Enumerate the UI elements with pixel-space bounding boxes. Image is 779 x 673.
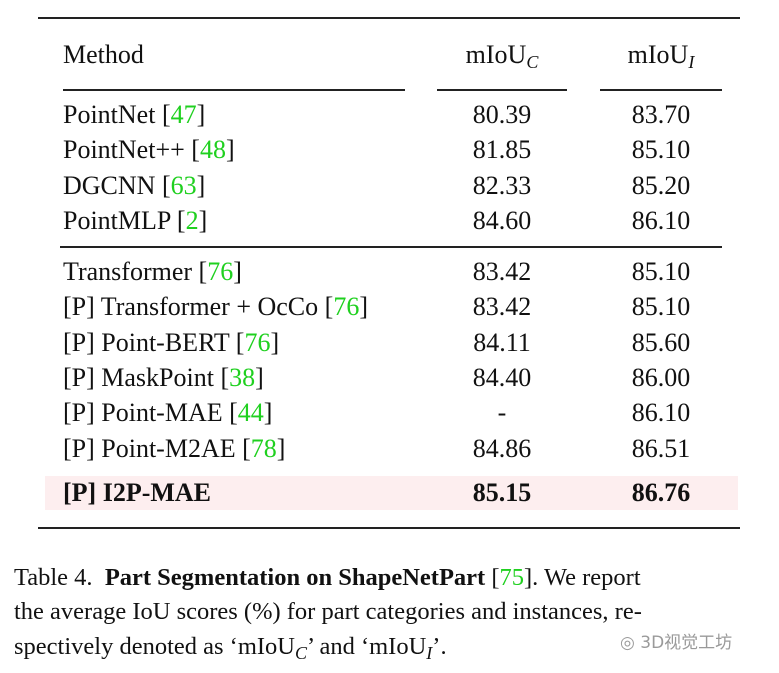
citation-link[interactable]: 76 [207, 257, 234, 286]
caption-line-1: Table 4. Part Segmentation on ShapeNetPa… [14, 564, 641, 591]
table-row: [P] Point-M2AE [78] 84.86 86.51 [0, 432, 779, 466]
method-cell: Transformer [76] [63, 257, 242, 286]
table-row: Transformer [76] 83.42 85.10 [0, 255, 779, 289]
miou-c-cell: 84.40 [472, 362, 532, 392]
miou-i-cell: 85.20 [631, 170, 691, 200]
caption-line-3: spectively denoted as ‘mIoUC’ and ‘mIoUI… [14, 633, 447, 663]
header-miou-i: mIoUI [627, 40, 695, 72]
miou-c-cell: 81.85 [472, 135, 532, 165]
header-rule-method [63, 89, 405, 91]
citation-link[interactable]: 48 [199, 135, 226, 165]
miou-c-cell: 84.86 [472, 433, 532, 463]
citation-link[interactable]: 78 [250, 433, 277, 463]
method-cell: [P] Point-MAE [44] [63, 398, 273, 428]
table-row: [P] Point-BERT [76] 84.11 85.60 [0, 326, 779, 360]
citation-link[interactable]: 63 [170, 170, 197, 200]
miou-c-cell: 83.42 [472, 292, 532, 322]
miou-c-cell: 82.33 [472, 170, 532, 200]
citation-link[interactable]: 38 [229, 362, 256, 392]
miou-c-cell: 84.11 [473, 327, 531, 357]
caption-ref-link[interactable]: 75 [499, 564, 525, 591]
header-rule-c [437, 89, 567, 91]
table-row: PointNet++ [48] 81.85 85.10 [0, 133, 779, 167]
method-cell: [P] MaskPoint [38] [63, 362, 264, 392]
citation-link[interactable]: 47 [170, 100, 197, 129]
miou-i-cell: 86.10 [631, 205, 691, 235]
miou-c-cell: 80.39 [472, 100, 532, 129]
method-cell: PointNet [47] [63, 100, 206, 129]
method-cell: PointMLP [2] [63, 205, 208, 235]
header-miou-c: mIoUC [465, 40, 539, 72]
header-row: Method mIoUC mIoUI [0, 38, 779, 72]
miou-c-cell: 84.60 [472, 205, 532, 235]
caption-line-2: the average IoU scores (%) for part cate… [14, 598, 642, 625]
watermark: ◎ 3D视觉工坊 [620, 633, 733, 653]
citation-link[interactable]: 76 [333, 292, 360, 322]
citation-link[interactable]: 44 [237, 398, 264, 428]
table-row: PointMLP [2] 84.60 86.10 [0, 204, 779, 238]
table-row: [P] MaskPoint [38] 84.40 86.00 [0, 361, 779, 395]
table-row: DGCNN [63] 82.33 85.20 [0, 169, 779, 203]
table-row-highlight: [P] I2P-MAE 85.15 86.76 [45, 476, 738, 510]
table-row: PointNet [47] 80.39 83.70 [0, 98, 779, 132]
miou-i-cell: 86.51 [631, 433, 691, 463]
miou-i-cell: 85.10 [631, 292, 691, 322]
miou-i-cell: 83.70 [631, 100, 691, 129]
method-cell: PointNet++ [48] [63, 135, 235, 165]
miou-i-cell: 85.10 [631, 135, 691, 165]
miou-i-cell: 85.60 [631, 327, 691, 357]
method-cell: [P] I2P-MAE [63, 478, 212, 507]
miou-i-cell: 86.00 [631, 362, 691, 392]
miou-i-cell: 86.76 [631, 478, 691, 507]
top-rule [38, 17, 740, 19]
miou-c-cell: - [497, 398, 507, 428]
miou-i-cell: 85.10 [631, 257, 691, 286]
miou-i-cell: 86.10 [631, 398, 691, 428]
method-cell: [P] Point-BERT [76] [63, 327, 280, 357]
header-rule-i [600, 89, 722, 91]
citation-link[interactable]: 2 [185, 205, 199, 235]
wechat-icon: ◎ [620, 633, 635, 653]
table-row: [P] Transformer + OcCo [76] 83.42 85.10 [0, 290, 779, 324]
table-row: [P] Point-MAE [44] - 86.10 [0, 396, 779, 430]
citation-link[interactable]: 76 [244, 327, 271, 357]
method-cell: [P] Point-M2AE [78] [63, 433, 286, 463]
method-cell: DGCNN [63] [63, 170, 206, 200]
bottom-rule [38, 527, 740, 529]
header-method: Method [63, 40, 144, 69]
mid-rule [60, 246, 722, 248]
miou-c-cell: 83.42 [472, 257, 532, 286]
miou-c-cell: 85.15 [472, 478, 532, 507]
method-cell: [P] Transformer + OcCo [76] [63, 292, 368, 322]
